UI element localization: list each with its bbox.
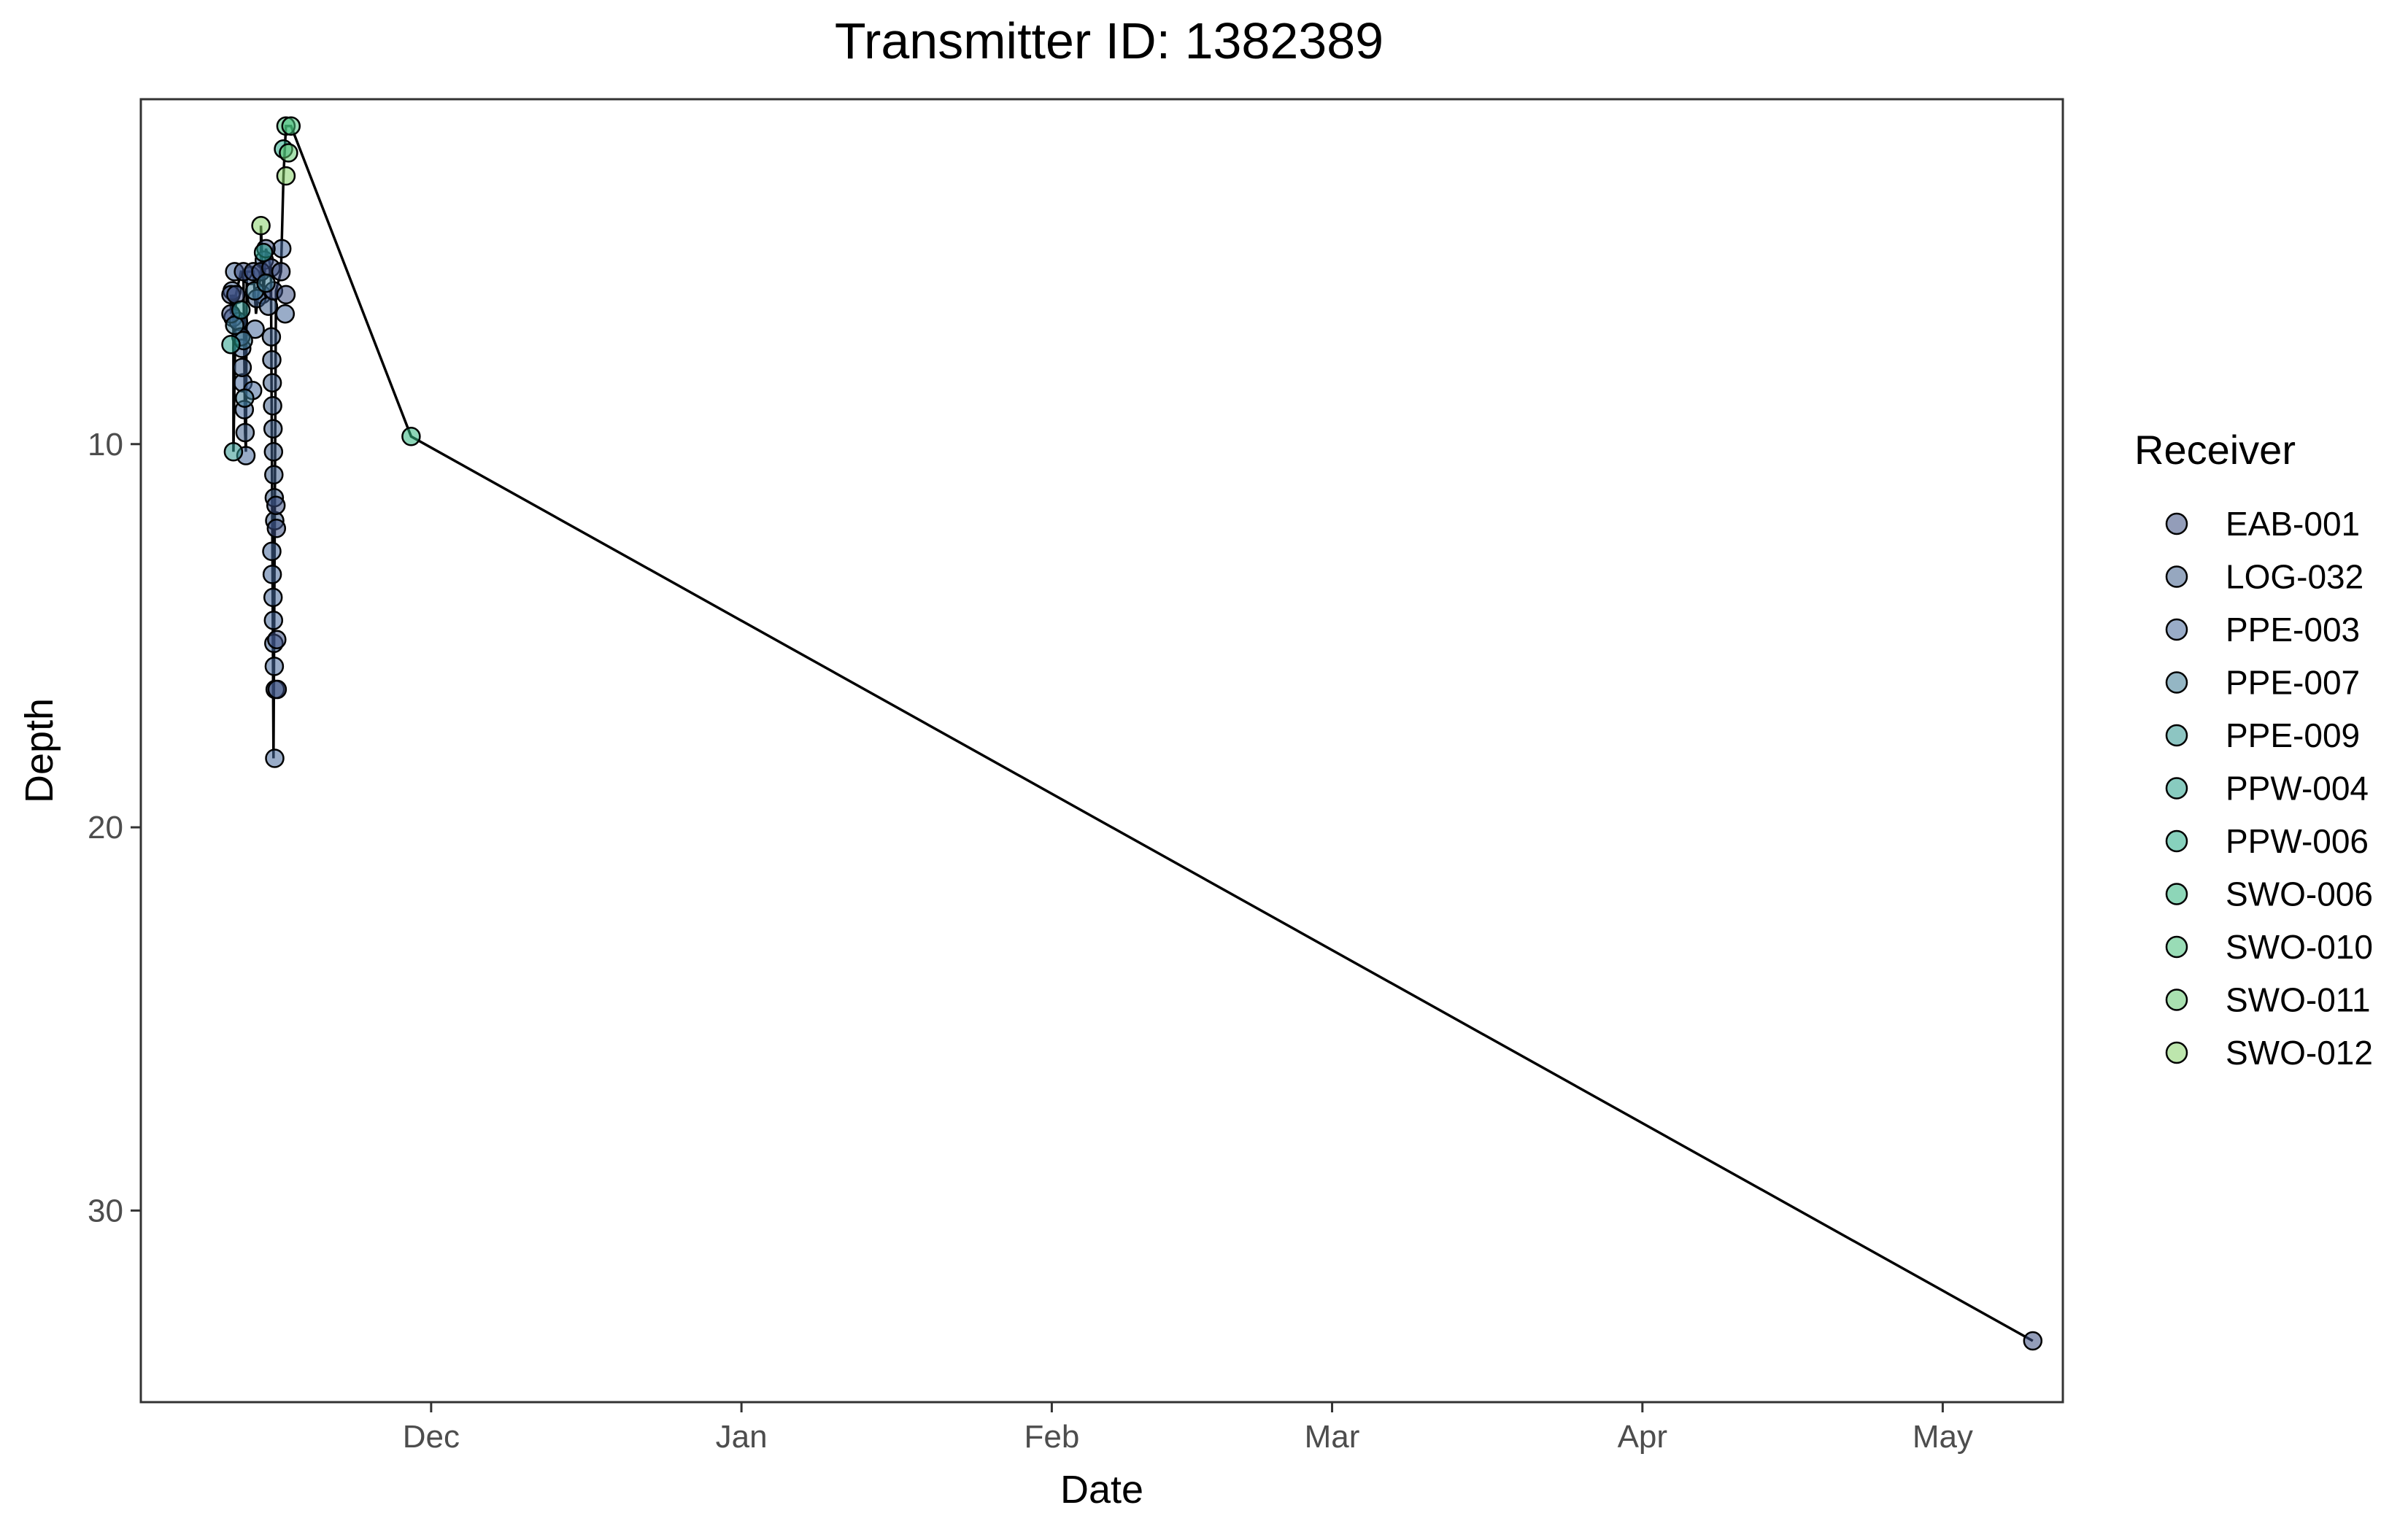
y-tick-label: 20 [88, 810, 123, 846]
legend-key [2165, 618, 2188, 641]
data-point [263, 419, 283, 439]
legend-label: SWO-006 [2226, 875, 2373, 913]
legend-key [2165, 777, 2188, 800]
data-point [266, 519, 287, 538]
legend-label: PPE-007 [2226, 664, 2360, 702]
legend-key [2165, 883, 2188, 905]
data-point [2023, 1331, 2043, 1351]
data-point [262, 349, 282, 370]
data-point [267, 630, 287, 649]
legend-key [2165, 724, 2188, 747]
x-tick-label: Feb [1024, 1419, 1079, 1455]
data-point [281, 116, 301, 136]
data-point [235, 422, 255, 443]
data-point [263, 395, 282, 416]
data-point [264, 465, 284, 485]
data-point [223, 442, 244, 462]
chart-title: Transmitter ID: 1382389 [835, 12, 1384, 69]
y-axis: 10 20 30 [88, 427, 141, 1229]
points-layer [221, 116, 2043, 1351]
x-tick-label: Apr [1618, 1419, 1667, 1455]
legend-label: PPE-003 [2226, 611, 2360, 649]
data-point [263, 611, 284, 630]
data-point [221, 334, 241, 355]
data-point [279, 143, 298, 163]
x-tick-label: Dec [403, 1419, 460, 1455]
data-point [265, 748, 285, 768]
data-point [263, 442, 284, 462]
data-point [271, 262, 291, 282]
legend-key [2165, 671, 2188, 694]
panel-border [139, 98, 2064, 1404]
data-point [262, 373, 282, 392]
legend-label: PPW-006 [2226, 822, 2369, 860]
x-axis-label: Date [1060, 1468, 1143, 1512]
legend-key [2165, 565, 2188, 588]
data-point [267, 679, 288, 700]
data-point [271, 239, 292, 259]
legend: Receiver EAB-001 LOG-032 PPE-003 PPE-007 PPE… [2134, 427, 2373, 1072]
legend-key [2165, 829, 2188, 853]
plot-panel [139, 98, 2064, 1404]
legend-key [2165, 512, 2188, 535]
x-tick-label: May [1913, 1419, 1973, 1455]
data-point [235, 388, 255, 408]
y-axis-label: Depth [18, 698, 61, 803]
data-point [262, 565, 282, 584]
legend-label: SWO-012 [2226, 1034, 2373, 1072]
legend-label: LOG-032 [2226, 558, 2363, 596]
data-point [263, 587, 283, 608]
legend-label: PPE-009 [2226, 716, 2360, 754]
data-point [253, 242, 274, 263]
legend-items: EAB-001 LOG-032 PPE-003 PPE-007 PPE-009 PPW-0… [2165, 505, 2373, 1072]
data-point [256, 273, 276, 293]
data-point [264, 657, 285, 676]
data-point [275, 303, 296, 324]
legend-label: PPW-004 [2226, 770, 2369, 808]
legend-key [2165, 1041, 2188, 1064]
legend-key [2165, 935, 2188, 959]
data-point [261, 327, 282, 347]
legend-title: Receiver [2134, 427, 2296, 473]
y-tick-label: 10 [88, 427, 123, 463]
data-point [251, 216, 271, 236]
y-tick-label: 30 [88, 1193, 123, 1229]
legend-label: EAB-001 [2226, 505, 2360, 543]
x-axis: Dec Jan Feb Mar Apr May [403, 1402, 1973, 1455]
x-tick-label: Jan [716, 1419, 768, 1455]
legend-key [2165, 989, 2188, 1011]
data-point [266, 495, 286, 516]
data-point [231, 300, 251, 320]
data-point [401, 427, 421, 446]
legend-label: SWO-011 [2226, 981, 2371, 1019]
data-point [276, 166, 296, 186]
legend-label: SWO-010 [2226, 928, 2373, 966]
data-point [232, 357, 252, 377]
x-tick-label: Mar [1305, 1419, 1360, 1455]
data-point [262, 541, 282, 562]
data-point [276, 285, 296, 305]
